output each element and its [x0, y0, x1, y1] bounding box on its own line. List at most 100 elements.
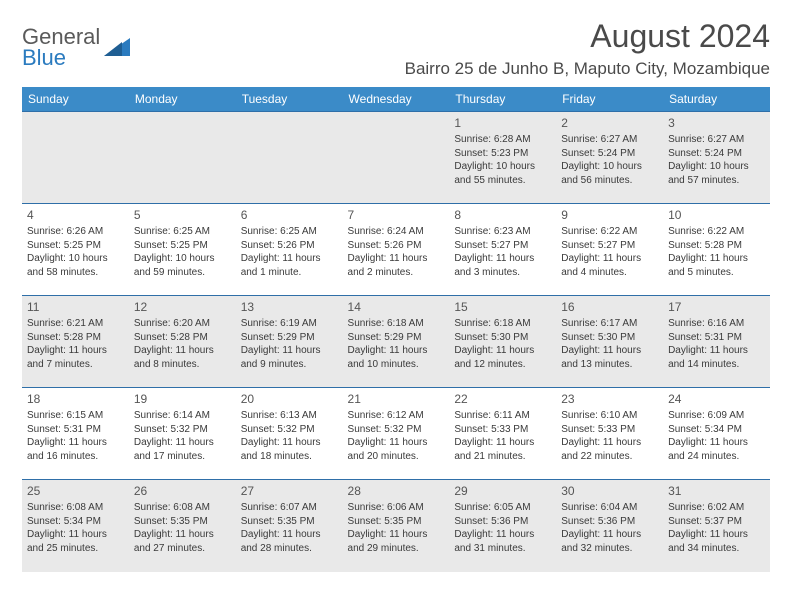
- day-number: 3: [668, 115, 765, 131]
- day-number: 15: [454, 299, 551, 315]
- daylight-line: Daylight: 11 hours and 16 minutes.: [27, 436, 124, 463]
- sunrise-line: Sunrise: 6:09 AM: [668, 409, 765, 423]
- weekday-header-row: Sunday Monday Tuesday Wednesday Thursday…: [22, 87, 770, 112]
- sunset-line: Sunset: 5:28 PM: [668, 239, 765, 253]
- sunrise-line: Sunrise: 6:06 AM: [348, 501, 445, 515]
- col-header: Thursday: [449, 87, 556, 112]
- daylight-line: Daylight: 11 hours and 8 minutes.: [134, 344, 231, 371]
- calendar-day-cell: 16Sunrise: 6:17 AMSunset: 5:30 PMDayligh…: [556, 296, 663, 388]
- daylight-line: Daylight: 11 hours and 2 minutes.: [348, 252, 445, 279]
- calendar-day-cell: 28Sunrise: 6:06 AMSunset: 5:35 PMDayligh…: [343, 480, 450, 572]
- daylight-line: Daylight: 11 hours and 32 minutes.: [561, 528, 658, 555]
- daylight-line: Daylight: 11 hours and 24 minutes.: [668, 436, 765, 463]
- daylight-line: Daylight: 11 hours and 9 minutes.: [241, 344, 338, 371]
- daylight-line: Daylight: 11 hours and 1 minute.: [241, 252, 338, 279]
- sunset-line: Sunset: 5:25 PM: [27, 239, 124, 253]
- title-block: August 2024 Bairro 25 de Junho B, Maputo…: [405, 18, 770, 79]
- sunrise-line: Sunrise: 6:16 AM: [668, 317, 765, 331]
- sunrise-line: Sunrise: 6:12 AM: [348, 409, 445, 423]
- sunrise-line: Sunrise: 6:08 AM: [27, 501, 124, 515]
- sunset-line: Sunset: 5:32 PM: [348, 423, 445, 437]
- calendar-day-cell: 26Sunrise: 6:08 AMSunset: 5:35 PMDayligh…: [129, 480, 236, 572]
- calendar-day-cell: 4Sunrise: 6:26 AMSunset: 5:25 PMDaylight…: [22, 204, 129, 296]
- daylight-line: Daylight: 11 hours and 13 minutes.: [561, 344, 658, 371]
- calendar-day-cell: 1Sunrise: 6:28 AMSunset: 5:23 PMDaylight…: [449, 112, 556, 204]
- calendar-day-cell: 24Sunrise: 6:09 AMSunset: 5:34 PMDayligh…: [663, 388, 770, 480]
- day-number: 14: [348, 299, 445, 315]
- day-number: 20: [241, 391, 338, 407]
- day-number: 12: [134, 299, 231, 315]
- sunset-line: Sunset: 5:24 PM: [668, 147, 765, 161]
- day-number: 10: [668, 207, 765, 223]
- day-number: 25: [27, 483, 124, 499]
- logo-triangle-icon: [104, 34, 130, 61]
- sunset-line: Sunset: 5:31 PM: [668, 331, 765, 345]
- logo: General Blue: [22, 26, 130, 69]
- sunset-line: Sunset: 5:23 PM: [454, 147, 551, 161]
- calendar-day-cell: 10Sunrise: 6:22 AMSunset: 5:28 PMDayligh…: [663, 204, 770, 296]
- sunset-line: Sunset: 5:25 PM: [134, 239, 231, 253]
- sunset-line: Sunset: 5:32 PM: [241, 423, 338, 437]
- sunrise-line: Sunrise: 6:04 AM: [561, 501, 658, 515]
- sunset-line: Sunset: 5:34 PM: [27, 515, 124, 529]
- sunrise-line: Sunrise: 6:17 AM: [561, 317, 658, 331]
- day-number: 27: [241, 483, 338, 499]
- day-number: 11: [27, 299, 124, 315]
- calendar-day-cell: 12Sunrise: 6:20 AMSunset: 5:28 PMDayligh…: [129, 296, 236, 388]
- sunset-line: Sunset: 5:32 PM: [134, 423, 231, 437]
- location-subtitle: Bairro 25 de Junho B, Maputo City, Mozam…: [405, 59, 770, 79]
- calendar-day-cell: 18Sunrise: 6:15 AMSunset: 5:31 PMDayligh…: [22, 388, 129, 480]
- sunrise-line: Sunrise: 6:14 AM: [134, 409, 231, 423]
- month-title: August 2024: [405, 18, 770, 55]
- col-header: Saturday: [663, 87, 770, 112]
- sunrise-line: Sunrise: 6:25 AM: [134, 225, 231, 239]
- sunrise-line: Sunrise: 6:19 AM: [241, 317, 338, 331]
- sunrise-line: Sunrise: 6:05 AM: [454, 501, 551, 515]
- daylight-line: Daylight: 11 hours and 20 minutes.: [348, 436, 445, 463]
- page-header: General Blue August 2024 Bairro 25 de Ju…: [22, 18, 770, 79]
- calendar-day-cell: 5 Sunrise: 6:25 AMSunset: 5:25 PMDaylight…: [129, 204, 236, 296]
- calendar-day-cell: 14Sunrise: 6:18 AMSunset: 5:29 PMDayligh…: [343, 296, 450, 388]
- daylight-line: Daylight: 10 hours and 59 minutes.: [134, 252, 231, 279]
- sunrise-line: Sunrise: 6:27 AM: [668, 133, 765, 147]
- col-header: Friday: [556, 87, 663, 112]
- daylight-line: Daylight: 11 hours and 7 minutes.: [27, 344, 124, 371]
- daylight-line: Daylight: 11 hours and 17 minutes.: [134, 436, 231, 463]
- sunrise-line: Sunrise: 6:18 AM: [454, 317, 551, 331]
- sunrise-line: Sunrise: 6:28 AM: [454, 133, 551, 147]
- calendar-day-cell: 22Sunrise: 6:11 AMSunset: 5:33 PMDayligh…: [449, 388, 556, 480]
- daylight-line: Daylight: 11 hours and 22 minutes.: [561, 436, 658, 463]
- calendar-week-row: 4Sunrise: 6:26 AMSunset: 5:25 PMDaylight…: [22, 204, 770, 296]
- day-number: 9: [561, 207, 658, 223]
- sunset-line: Sunset: 5:33 PM: [561, 423, 658, 437]
- daylight-line: Daylight: 11 hours and 34 minutes.: [668, 528, 765, 555]
- day-number: 6: [241, 207, 338, 223]
- col-header: Monday: [129, 87, 236, 112]
- daylight-line: Daylight: 11 hours and 3 minutes.: [454, 252, 551, 279]
- calendar-day-cell: [129, 112, 236, 204]
- sunset-line: Sunset: 5:27 PM: [454, 239, 551, 253]
- calendar-day-cell: 11Sunrise: 6:21 AMSunset: 5:28 PMDayligh…: [22, 296, 129, 388]
- sunrise-line: Sunrise: 6:21 AM: [27, 317, 124, 331]
- sunrise-line: Sunrise: 6:13 AM: [241, 409, 338, 423]
- sunrise-line: Sunrise: 6:15 AM: [27, 409, 124, 423]
- calendar-week-row: 1Sunrise: 6:28 AMSunset: 5:23 PMDaylight…: [22, 112, 770, 204]
- sunrise-line: Sunrise: 6:07 AM: [241, 501, 338, 515]
- day-number: 5: [134, 207, 231, 223]
- sunset-line: Sunset: 5:27 PM: [561, 239, 658, 253]
- sunset-line: Sunset: 5:29 PM: [348, 331, 445, 345]
- sunset-line: Sunset: 5:37 PM: [668, 515, 765, 529]
- sunset-line: Sunset: 5:28 PM: [134, 331, 231, 345]
- calendar-week-row: 18Sunrise: 6:15 AMSunset: 5:31 PMDayligh…: [22, 388, 770, 480]
- col-header: Tuesday: [236, 87, 343, 112]
- daylight-line: Daylight: 11 hours and 29 minutes.: [348, 528, 445, 555]
- day-number: 21: [348, 391, 445, 407]
- day-number: 2: [561, 115, 658, 131]
- calendar-day-cell: [22, 112, 129, 204]
- sunset-line: Sunset: 5:36 PM: [561, 515, 658, 529]
- calendar-day-cell: 6Sunrise: 6:25 AMSunset: 5:26 PMDaylight…: [236, 204, 343, 296]
- day-number: 22: [454, 391, 551, 407]
- sunrise-line: Sunrise: 6:10 AM: [561, 409, 658, 423]
- calendar-day-cell: 19 Sunrise: 6:14 AMSunset: 5:32 PMDayligh…: [129, 388, 236, 480]
- day-number: 19: [134, 391, 231, 407]
